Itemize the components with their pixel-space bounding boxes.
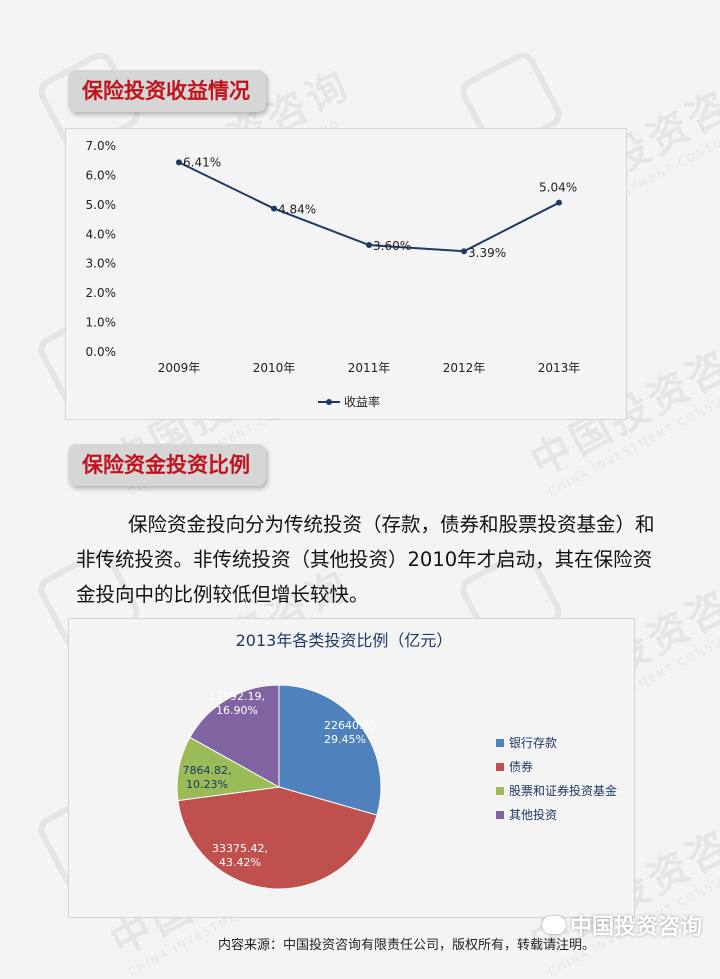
y-tick-label: 1.0% xyxy=(86,316,117,330)
x-tick-label: 2011年 xyxy=(348,361,391,375)
slice-value-label: 7864.82, xyxy=(183,764,232,777)
data-label: 6.41% xyxy=(183,155,221,169)
y-tick-label: 3.0% xyxy=(86,257,117,271)
slice-percent-label: 43.42% xyxy=(219,856,261,869)
pie-slice xyxy=(189,684,280,788)
data-label: 4.84% xyxy=(278,203,316,217)
line-chart-panel: 0.0% 1.0% 2.0% 3.0% 4.0% 5.0% 6.0% 7.0% 2009年 201… xyxy=(65,128,627,420)
legend-swatch xyxy=(496,811,504,819)
pie-slice xyxy=(177,786,378,890)
y-tick-label: 0.0% xyxy=(86,345,117,359)
y-tick-label: 6.0% xyxy=(86,168,117,182)
pie-chart: 2013年各类投资比例（亿元） 22640.98,29.45% 33375.42,4… xyxy=(176,631,617,890)
series-line xyxy=(178,161,560,253)
legend-label: 银行存款 xyxy=(509,736,557,750)
data-point xyxy=(176,159,182,166)
section-title-text: 保险投资收益情况 xyxy=(82,79,250,103)
x-tick-label: 2012年 xyxy=(443,361,486,375)
legend-label: 收益率 xyxy=(344,394,380,409)
data-label: 3.60% xyxy=(373,239,411,253)
legend-label: 其他投资 xyxy=(509,807,557,822)
legend-label: 股票和证券投资基金 xyxy=(509,783,617,798)
legend-marker xyxy=(326,399,332,405)
pie-chart-panel: 2013年各类投资比例（亿元） 22640.98, 29.45% 33375.42, 4… xyxy=(68,618,635,918)
section-title-text: 保险资金投资比例 xyxy=(82,453,250,477)
slice-value-label: 12992.19, xyxy=(209,690,265,703)
footer-source: 内容来源：中国投资咨询有限责任公司，版权所有，转载请注明。 xyxy=(218,938,596,953)
data-point xyxy=(271,205,277,212)
x-tick-label: 2013年 xyxy=(538,361,581,375)
x-tick-label: 2009年 xyxy=(158,361,201,375)
section-title-returns: 保险投资收益情况 xyxy=(68,70,266,112)
legend-swatch xyxy=(496,739,504,747)
slice-value-label: 22640.98, xyxy=(324,719,380,732)
pie-title: 2013年各类投资比例（亿元） xyxy=(236,631,453,650)
body-paragraph: 保险资金投向分为传统投资（存款，债券和股票投资基金）和非传统投资。非传统投资（其… xyxy=(76,513,655,606)
slice-value-label: 33375.42, xyxy=(212,842,268,855)
brand-badge: 中国投资咨询 xyxy=(541,909,702,941)
y-tick-label: 7.0% xyxy=(86,139,117,153)
data-point xyxy=(556,199,562,206)
slice-percent-label: 10.23% xyxy=(186,778,228,791)
x-tick-label: 2010年 xyxy=(253,361,296,375)
slice-percent-label: 29.45% xyxy=(324,733,366,746)
y-tick-label: 4.0% xyxy=(86,227,117,241)
section-title-allocation: 保险资金投资比例 xyxy=(68,444,266,486)
legend-swatch xyxy=(496,763,504,771)
legend-label: 债券 xyxy=(509,759,533,774)
data-point xyxy=(461,248,467,255)
y-tick-label: 5.0% xyxy=(86,198,117,212)
y-tick-label: 2.0% xyxy=(86,286,117,300)
data-point xyxy=(366,242,372,249)
wechat-icon xyxy=(541,916,566,934)
data-label: 5.04% xyxy=(539,181,577,195)
data-label: 3.39% xyxy=(468,246,506,260)
slice-percent-label: 16.90% xyxy=(216,704,258,717)
pie-slice xyxy=(278,684,382,816)
brand-name: 中国投资咨询 xyxy=(569,915,702,940)
line-chart: 0.0% 1.0% 2.0% 3.0% 4.0% 5.0% 6.0% 7.0% 2009年 201… xyxy=(86,139,581,409)
legend-swatch xyxy=(496,787,504,795)
